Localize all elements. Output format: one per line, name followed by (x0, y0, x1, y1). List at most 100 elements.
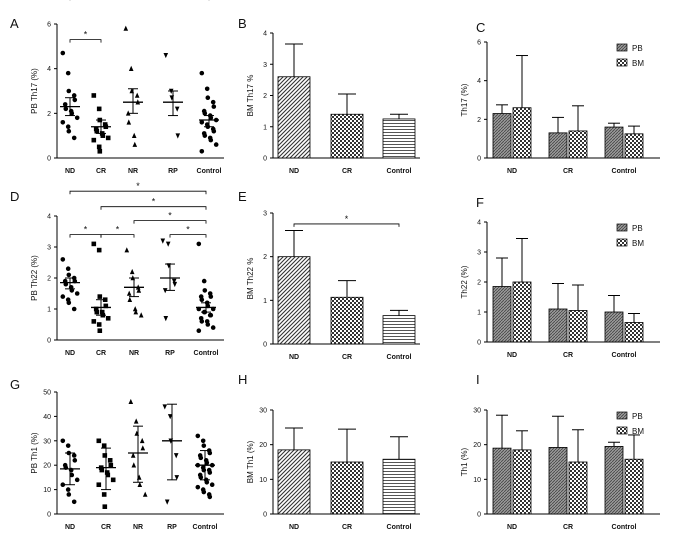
data-point (126, 290, 132, 296)
significance-star: * (168, 211, 172, 221)
x-tick-label-control: Control (193, 524, 218, 531)
data-point (139, 437, 145, 444)
y-tick-label: 3 (263, 211, 267, 218)
data-point (99, 309, 105, 315)
data-point (208, 312, 214, 318)
data-point (162, 404, 168, 410)
data-point (133, 309, 139, 315)
chart-h: 0 10 20 30 BM Th1 (%) ND CR Control (246, 408, 420, 531)
data-point (91, 241, 97, 247)
legend-swatch-bm (616, 58, 628, 67)
data-point (96, 322, 102, 327)
chart-i: 0 10 20 30 Th1 (%) ND CR Control PB BM (460, 408, 660, 531)
panel-label-i: I (476, 372, 480, 387)
x-tick-label-nd: ND (507, 168, 517, 175)
y-axis-title: BM Th1 (%) (246, 440, 255, 483)
x-tick-label-control: Control (612, 524, 637, 531)
x-tick-label-cr: CR (342, 524, 352, 531)
significance-bracket (69, 39, 102, 43)
panel-label-g: G (10, 377, 20, 392)
data-point (167, 414, 173, 420)
data-point (211, 104, 217, 109)
legend-label-pb: PB (632, 412, 643, 421)
data-point (123, 25, 129, 31)
y-tick-label: 2 (477, 117, 481, 124)
panel-label-c: C (476, 20, 485, 35)
panel-label-d: D (10, 189, 19, 204)
data-point (198, 455, 204, 461)
bar-pb (548, 308, 568, 343)
bar (277, 449, 311, 515)
y-tick-label: 4 (477, 78, 481, 85)
y-tick-label: 0 (477, 512, 481, 519)
data-point (208, 294, 214, 299)
legend-label-pb: PB (632, 44, 643, 53)
y-tick-label: 30 (259, 408, 267, 415)
data-point (91, 137, 97, 143)
y-tick-label: 0 (47, 512, 51, 519)
data-point (130, 452, 136, 458)
bar-pb (548, 132, 568, 159)
y-axis-title: BM Th22 % (246, 258, 255, 300)
x-tick-label-rp: RP (167, 524, 177, 531)
legend-swatch-pb (616, 223, 628, 232)
data-point (199, 119, 205, 125)
x-tick-label-control: Control (612, 168, 637, 175)
y-tick-label: 6 (47, 22, 51, 29)
x-tick-label-control: Control (612, 352, 637, 359)
y-tick-label: 10 (473, 477, 481, 484)
x-tick-label-nd: ND (507, 524, 517, 531)
bar-bm (512, 107, 532, 159)
data-point (201, 443, 207, 448)
panel-label-b: B (238, 16, 247, 31)
panel-label-h: H (238, 372, 247, 387)
x-tick-label-control: Control (194, 350, 219, 357)
data-point (174, 475, 180, 481)
y-tick-label: 2 (47, 111, 51, 118)
data-point (71, 306, 77, 312)
y-axis-title: Th22 (%) (460, 265, 469, 298)
bar (277, 256, 311, 345)
x-tick-label-nd: ND (65, 350, 75, 357)
y-tick-label: 0 (47, 156, 51, 163)
data-point (65, 70, 71, 76)
bar-pb (492, 113, 512, 159)
x-tick-label-nr: NR (128, 168, 138, 175)
bar (382, 118, 416, 159)
y-tick-label: 1 (47, 307, 51, 314)
panel-label-f: F (476, 195, 484, 210)
data-point (63, 106, 69, 112)
bar (277, 76, 311, 159)
data-point (213, 142, 219, 147)
significance-star: * (116, 225, 120, 235)
x-tick-label-cr: CR (96, 168, 106, 175)
bar-pb (604, 126, 624, 159)
data-point (201, 278, 207, 284)
data-point (128, 65, 134, 71)
data-point (60, 482, 66, 488)
data-point (91, 319, 97, 324)
y-axis-title: PB Th22 (%) (30, 255, 39, 301)
bar-pb (604, 445, 624, 515)
data-point (66, 88, 72, 94)
data-point (65, 443, 71, 448)
data-point (124, 247, 130, 253)
y-tick-label: 2 (47, 276, 51, 283)
data-point (200, 438, 206, 444)
significance-bracket (293, 223, 400, 227)
data-point (100, 133, 106, 138)
data-point (202, 288, 208, 293)
data-point (202, 133, 208, 138)
data-point (199, 149, 205, 154)
y-tick-label: 3 (477, 250, 481, 257)
data-point (101, 492, 107, 497)
data-point (195, 484, 201, 490)
chart-b: 0 1 2 3 4 BM Th17 % ND CR Control (246, 31, 420, 175)
data-point (66, 128, 72, 134)
y-axis-title: PB Th17 (%) (30, 68, 39, 114)
data-point (142, 491, 148, 497)
y-tick-label: 0 (47, 338, 51, 345)
x-tick-label-control: Control (387, 354, 412, 361)
bar-pb (604, 311, 624, 343)
legend-swatch-pb (616, 43, 628, 52)
